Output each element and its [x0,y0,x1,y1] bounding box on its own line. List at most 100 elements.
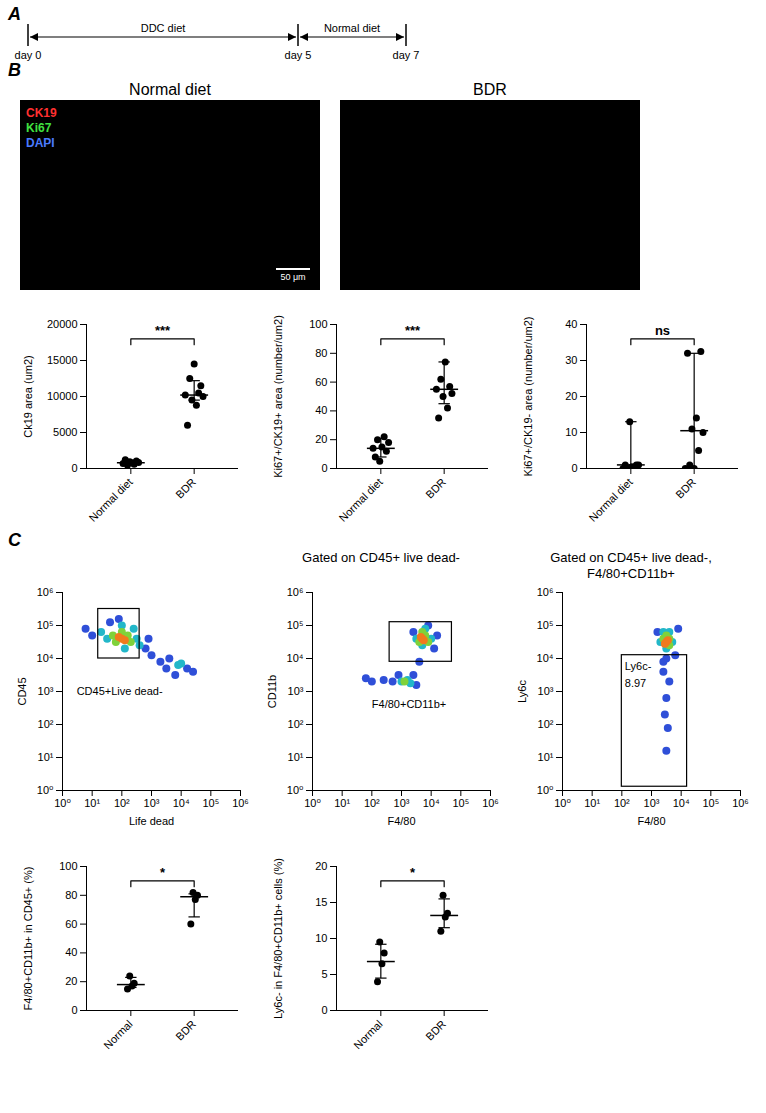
svg-text:F4/80: F4/80 [637,815,665,827]
svg-text:15: 15 [315,896,327,908]
svg-text:60: 60 [315,376,327,388]
svg-text:10⁶: 10⁶ [232,797,249,809]
svg-text:0: 0 [71,1004,77,1016]
svg-text:*: * [160,865,166,880]
svg-text:10²: 10² [114,797,130,809]
svg-text:10¹: 10¹ [38,751,54,763]
svg-text:10: 10 [565,426,577,438]
svg-text:5000: 5000 [53,426,77,438]
svg-text:BDR: BDR [173,476,198,501]
svg-text:10⁰: 10⁰ [37,784,54,796]
svg-text:0: 0 [571,462,577,474]
svg-text:10¹: 10¹ [538,751,554,763]
svg-text:CD45: CD45 [16,677,28,705]
svg-text:10³: 10³ [538,685,554,697]
svg-text:BDR: BDR [423,1018,448,1043]
svg-text:10⁶: 10⁶ [37,586,54,598]
svg-text:5: 5 [321,968,327,980]
svg-text:10⁶: 10⁶ [287,586,304,598]
svg-text:80: 80 [315,347,327,359]
svg-text:Normal diet: Normal diet [324,22,380,34]
svg-text:10⁴: 10⁴ [423,797,440,809]
svg-text:10⁰: 10⁰ [54,797,71,809]
svg-text:20: 20 [315,433,327,445]
svg-text:***: *** [155,323,171,338]
svg-text:Ly6c-: Ly6c- [625,660,652,672]
svg-text:Normal: Normal [101,1018,135,1052]
svg-text:Ki67+/CK19+ area (number/um2): Ki67+/CK19+ area (number/um2) [272,315,284,478]
svg-text:15000: 15000 [47,354,78,366]
svg-text:10: 10 [315,932,327,944]
svg-text:40: 40 [65,946,77,958]
svg-text:DDC diet: DDC diet [141,22,186,34]
svg-text:10⁴: 10⁴ [673,797,690,809]
svg-text:10⁴: 10⁴ [173,797,190,809]
svg-text:10⁵: 10⁵ [287,619,304,631]
svg-text:10⁵: 10⁵ [202,797,219,809]
svg-text:Normal diet: Normal diet [586,476,634,524]
svg-text:10⁴: 10⁴ [287,652,304,664]
svg-text:Normal diet: Normal diet [86,476,134,524]
svg-text:10¹: 10¹ [334,797,350,809]
svg-text:10⁰: 10⁰ [537,784,554,796]
svg-text:BDR: BDR [673,476,698,501]
svg-text:day 0: day 0 [15,49,42,61]
svg-text:10000: 10000 [47,390,78,402]
svg-text:Ki67+/CK19- area (number/um2): Ki67+/CK19- area (number/um2) [522,317,534,477]
svg-text:10⁵: 10⁵ [537,619,554,631]
svg-text:10⁵: 10⁵ [452,797,469,809]
svg-text:10⁶: 10⁶ [732,797,749,809]
svg-text:10⁴: 10⁴ [537,652,554,664]
svg-text:100: 100 [309,318,327,330]
svg-text:0: 0 [321,1004,327,1016]
svg-text:8.97: 8.97 [625,677,646,689]
svg-text:80: 80 [65,889,77,901]
svg-text:10⁰: 10⁰ [287,784,304,796]
svg-text:20: 20 [315,860,327,872]
svg-text:Ly6c: Ly6c [516,680,528,703]
svg-text:10³: 10³ [288,685,304,697]
svg-text:CD11b: CD11b [266,675,278,708]
svg-text:BDR: BDR [423,476,448,501]
svg-text:***: *** [405,323,421,338]
svg-text:40: 40 [565,318,577,330]
svg-text:ns: ns [655,323,670,338]
svg-text:Normal: Normal [351,1018,385,1052]
svg-text:Life dead: Life dead [129,815,174,827]
svg-text:F4/80+CD11b+: F4/80+CD11b+ [372,698,446,710]
svg-text:*: * [410,865,416,880]
svg-text:10⁴: 10⁴ [37,652,54,664]
svg-text:F4/80+CD11b+ in CD45+ (%): F4/80+CD11b+ in CD45+ (%) [22,867,34,1011]
svg-text:10³: 10³ [644,797,660,809]
svg-text:10³: 10³ [394,797,410,809]
svg-text:F4/80: F4/80 [387,815,415,827]
svg-text:10¹: 10¹ [288,751,304,763]
svg-text:10²: 10² [538,718,554,730]
svg-text:100: 100 [59,860,77,872]
svg-text:10⁵: 10⁵ [702,797,719,809]
svg-text:10¹: 10¹ [84,797,100,809]
svg-text:Ly6c- in F4/80+CD11b+ cells (%: Ly6c- in F4/80+CD11b+ cells (%) [272,858,284,1019]
svg-text:day 7: day 7 [393,49,420,61]
svg-text:30: 30 [565,354,577,366]
svg-text:CD45+Live dead-: CD45+Live dead- [77,685,163,697]
svg-text:10⁰: 10⁰ [304,797,321,809]
svg-text:Normal diet: Normal diet [336,476,384,524]
svg-text:10⁶: 10⁶ [482,797,499,809]
svg-text:10²: 10² [38,718,54,730]
svg-text:day 5: day 5 [285,49,312,61]
svg-text:0: 0 [71,462,77,474]
svg-text:10²: 10² [614,797,630,809]
svg-text:10³: 10³ [144,797,160,809]
svg-text:20: 20 [565,390,577,402]
svg-text:10²: 10² [288,718,304,730]
svg-text:10⁰: 10⁰ [554,797,571,809]
svg-text:10²: 10² [364,797,380,809]
svg-text:10⁶: 10⁶ [537,586,554,598]
svg-text:20000: 20000 [47,318,78,330]
svg-text:20: 20 [65,975,77,987]
svg-text:Ck19 area (um2): Ck19 area (um2) [22,355,34,438]
svg-text:40: 40 [315,404,327,416]
svg-text:0: 0 [321,462,327,474]
svg-text:60: 60 [65,918,77,930]
